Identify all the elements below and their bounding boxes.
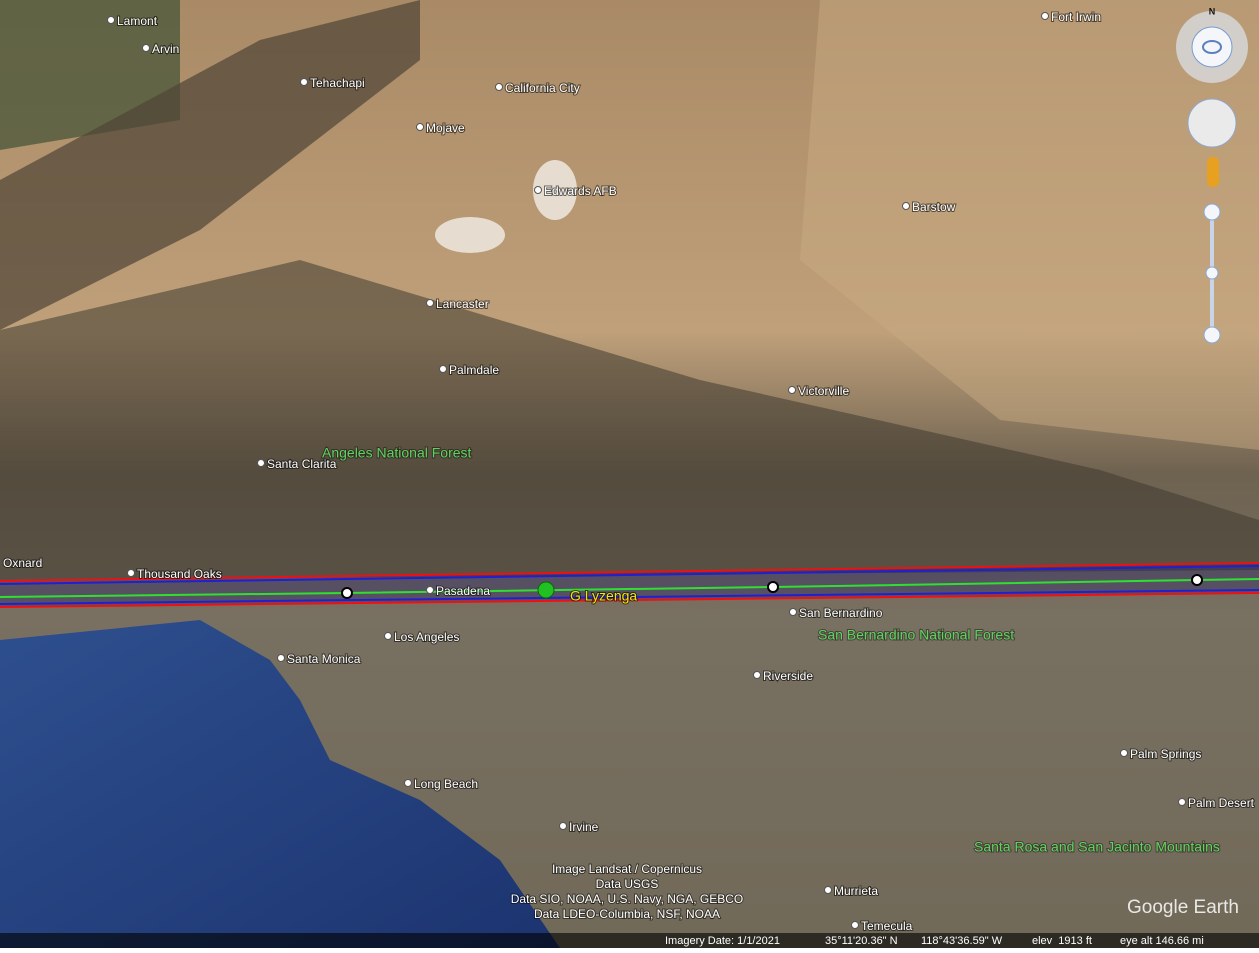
eye-altitude: eye alt 146.66 mi <box>1120 935 1204 947</box>
place-label: Temecula <box>861 919 913 933</box>
attribution: Image Landsat / Copernicus <box>552 862 702 876</box>
place-dot <box>851 921 859 929</box>
place-dot <box>824 886 832 894</box>
place-label: Murrieta <box>834 884 878 898</box>
latitude: 35°11'20.36" N <box>825 935 898 947</box>
place-label: San Bernardino <box>799 606 883 620</box>
place-label: Riverside <box>763 669 813 683</box>
attribution: Data SIO, NOAA, U.S. Navy, NGA, GEBCO <box>511 892 744 906</box>
place-label: Palm Desert <box>1188 796 1255 810</box>
place-dot <box>534 186 542 194</box>
mountains <box>0 0 420 330</box>
band-edge <box>0 589 1259 605</box>
place-label: Lamont <box>117 14 158 28</box>
place-dot <box>753 671 761 679</box>
band-edge <box>0 592 1259 608</box>
navigation-controls: N <box>1176 6 1248 344</box>
place-dot <box>426 586 434 594</box>
place-dot <box>107 16 115 24</box>
dry-lake <box>435 217 505 253</box>
band-edge <box>0 562 1259 582</box>
placemark-icon[interactable] <box>537 581 555 599</box>
place-dot <box>788 386 796 394</box>
desert <box>800 0 1259 450</box>
place-label: Santa Monica <box>287 652 361 666</box>
place-label: Barstow <box>912 200 956 214</box>
move-control[interactable] <box>1187 98 1237 148</box>
place-dot <box>1120 749 1128 757</box>
logo: Google Earth <box>1127 897 1239 918</box>
place-dot <box>257 459 265 467</box>
place-label: Palmdale <box>449 363 499 377</box>
place-label: Arvin <box>152 42 179 56</box>
track-point[interactable] <box>767 581 779 593</box>
longitude: 118°43'36.59" W <box>921 935 1003 947</box>
band-edge <box>0 565 1259 585</box>
place-dot <box>127 569 135 577</box>
place-dot <box>1041 12 1049 20</box>
place-dot <box>277 654 285 662</box>
place-label: Long Beach <box>414 777 478 791</box>
ocean <box>0 620 560 948</box>
zoom-out[interactable] <box>1203 326 1221 344</box>
place-label: Edwards AFB <box>544 184 617 198</box>
urban-area <box>200 600 1259 948</box>
place-dot <box>416 123 424 131</box>
attribution: Data LDEO-Columbia, NSF, NOAA <box>534 907 720 921</box>
zoom-thumb[interactable] <box>1205 266 1219 280</box>
track-point[interactable] <box>1191 574 1203 586</box>
place-label: Santa Clarita <box>267 457 337 471</box>
place-dot <box>1178 798 1186 806</box>
place-label: Oxnard <box>3 556 42 570</box>
place-dot <box>495 83 503 91</box>
place-dot <box>426 299 434 307</box>
place-dot <box>559 822 567 830</box>
place-label: California City <box>505 81 580 95</box>
place-dot <box>384 632 392 640</box>
compass-north: N <box>1209 6 1216 16</box>
street-view[interactable] <box>1207 157 1219 187</box>
dry-lake <box>533 160 577 220</box>
mountains <box>0 260 1259 580</box>
place-label: Pasadena <box>436 584 490 598</box>
look-control[interactable] <box>1191 26 1233 68</box>
elevation: elev 1913 ft <box>1032 935 1092 947</box>
placemark-label: G Lyzenga <box>570 588 637 604</box>
area-label: San Bernardino National Forest <box>818 627 1014 643</box>
imagery-date: Imagery Date: 1/1/2021 <box>665 935 780 947</box>
place-label: Los Angeles <box>394 630 459 644</box>
track-points <box>341 574 1203 599</box>
status-bar <box>0 933 1259 948</box>
place-label: Victorville <box>798 384 849 398</box>
place-label: Mojave <box>426 121 465 135</box>
place-label: Palm Springs <box>1130 747 1201 761</box>
place-dot <box>142 44 150 52</box>
place-label: Tehachapi <box>310 76 365 90</box>
place-dot <box>789 608 797 616</box>
eye-icon <box>1202 40 1222 54</box>
place-dot <box>902 202 910 210</box>
place-label: Thousand Oaks <box>137 567 222 581</box>
place-dot <box>439 365 447 373</box>
place-dot <box>404 779 412 787</box>
attribution: Data USGS <box>596 877 659 891</box>
track-point[interactable] <box>341 587 353 599</box>
zoom-in[interactable] <box>1203 203 1221 221</box>
area-label: Santa Rosa and San Jacinto Mountains <box>974 839 1220 855</box>
place-dot <box>300 78 308 86</box>
place-label: Fort Irwin <box>1051 10 1101 24</box>
place-dot <box>0 559 1 565</box>
place-label: Lancaster <box>436 297 489 311</box>
place-label: Irvine <box>569 820 599 834</box>
area-label: Angeles National Forest <box>322 445 472 461</box>
